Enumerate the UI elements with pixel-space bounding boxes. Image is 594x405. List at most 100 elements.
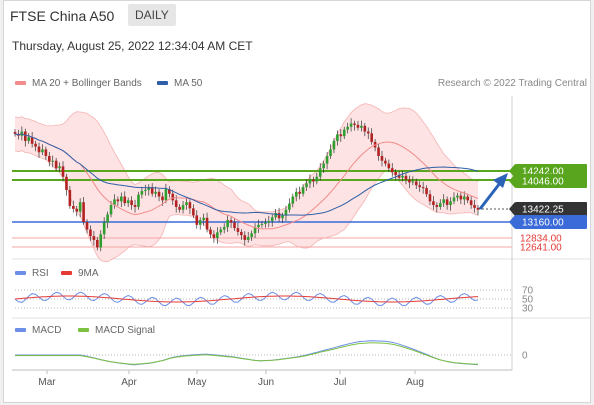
candle-body	[404, 175, 408, 180]
legend-ma50: MA 50	[157, 78, 202, 89]
candle-body	[144, 189, 147, 191]
candle-body	[99, 234, 103, 248]
legend-ma20-label: MA 20 + Bollinger Bands	[32, 78, 142, 89]
candle-body	[452, 197, 456, 202]
candle-body	[140, 190, 144, 195]
legend-ma20: MA 20 + Bollinger Bands	[15, 78, 142, 89]
candle-body	[339, 134, 343, 137]
candle-body	[61, 166, 65, 177]
rsi-ma-line	[14, 295, 479, 303]
candle-body	[233, 222, 236, 229]
candle-body	[226, 220, 229, 228]
legend-macd-signal: MACD Signal	[78, 325, 155, 336]
rsi-line	[14, 291, 479, 307]
candle-body	[346, 126, 349, 130]
price-tag-support	[515, 215, 587, 229]
candle-body	[157, 191, 161, 197]
macd-signal-line	[15, 342, 479, 365]
timestamp: Thursday, August 25, 2022 12:34:04 AM CE…	[12, 39, 253, 53]
candle-body	[435, 205, 439, 207]
candle-body	[198, 220, 202, 225]
candle-body	[75, 208, 79, 212]
candle-body	[216, 232, 219, 239]
candle-body	[445, 199, 449, 206]
candle-body	[466, 196, 470, 201]
candle-body	[329, 149, 332, 157]
month-label: Jul	[334, 377, 347, 388]
ma20-swatch-icon	[15, 81, 26, 86]
candle-body	[318, 168, 322, 177]
candle-body	[336, 134, 339, 141]
candle-body	[92, 236, 96, 240]
price-tag-label: 14046.00	[522, 177, 564, 188]
candle-body	[408, 179, 411, 183]
candle-body	[380, 156, 384, 161]
candle-body	[384, 160, 387, 164]
candle-body	[360, 125, 363, 128]
macd-signal-swatch-icon	[78, 328, 89, 333]
candle-body	[96, 239, 99, 248]
ma20-line	[14, 133, 479, 230]
candle-body	[469, 200, 473, 206]
candle-body	[109, 205, 113, 215]
candle-body	[284, 209, 288, 216]
candle-body	[195, 215, 199, 225]
bollinger-upper-line	[14, 103, 479, 213]
price-tag-pointer-icon	[509, 174, 515, 188]
candle-body	[421, 187, 425, 189]
candle-body	[332, 140, 336, 150]
candle-body	[126, 200, 130, 204]
candle-body	[411, 181, 415, 183]
candle-body	[27, 137, 31, 141]
month-label: May	[188, 377, 207, 388]
candle-body	[315, 176, 319, 182]
price-tag-label: 12641.00	[520, 243, 562, 254]
price-tag-current	[515, 202, 587, 216]
legend-ma50-label: MA 50	[174, 78, 203, 89]
candle-body	[229, 220, 233, 223]
candle-body	[305, 183, 308, 188]
candle-body	[363, 125, 367, 132]
candle-body	[342, 129, 346, 137]
price-tag-label: 14242.00	[522, 167, 564, 178]
candle-body	[298, 191, 301, 194]
candle-body	[154, 191, 157, 194]
candle-body	[120, 196, 123, 202]
month-labels: Mar Apr May Jun Jul Aug	[38, 370, 424, 388]
candle-body	[476, 207, 480, 210]
instrument-title: FTSE China A50	[10, 8, 115, 24]
indicator-lines	[14, 133, 512, 366]
rsi-level-label: 70	[522, 286, 534, 297]
candle-body	[47, 156, 51, 162]
candle-body	[44, 149, 48, 157]
candle-body	[209, 229, 212, 235]
candle-body	[174, 200, 178, 207]
candle-body	[257, 224, 260, 228]
rsi-level-label: 50	[522, 295, 534, 306]
candle-body	[349, 123, 353, 127]
rsi-swatch-icon	[15, 271, 26, 276]
price-tag-resistance	[515, 174, 587, 188]
candle-body	[449, 201, 452, 206]
price-tag-pointer-icon	[509, 215, 515, 229]
candle-body	[181, 205, 185, 210]
candle-body	[294, 191, 298, 197]
candle-body	[438, 203, 442, 207]
candle-body	[236, 228, 240, 232]
candle-body	[277, 213, 281, 219]
period-badge[interactable]: DAILY	[128, 4, 176, 26]
candle-body	[161, 196, 164, 201]
candle-body	[37, 146, 41, 153]
candle-body	[178, 206, 181, 210]
credit-text: Research © 2022 Trading Central	[437, 78, 587, 89]
candle-body	[308, 179, 312, 184]
candle-body	[267, 221, 271, 223]
candle-body	[219, 229, 223, 233]
candle-body	[222, 227, 226, 230]
candle-body	[281, 215, 284, 219]
candle-body	[264, 222, 267, 224]
candle-body	[428, 194, 432, 202]
candle-body	[123, 196, 127, 204]
